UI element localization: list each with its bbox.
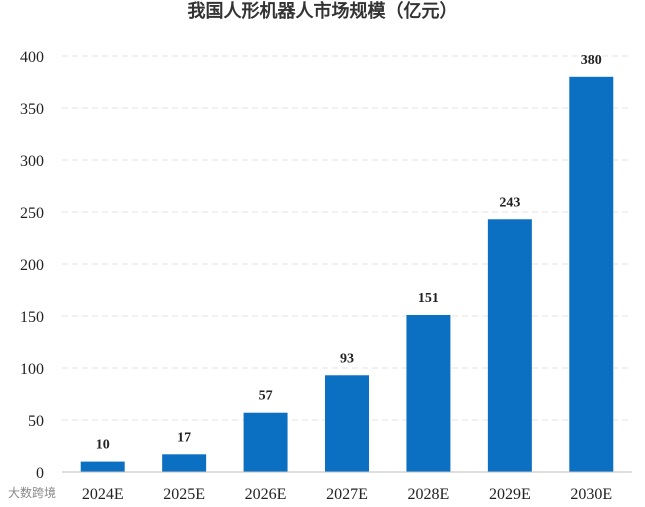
bar bbox=[569, 76, 614, 473]
data-label: 10 bbox=[96, 438, 110, 453]
x-tick-label: 2027E bbox=[326, 486, 368, 503]
data-label: 93 bbox=[340, 351, 354, 366]
data-label: 17 bbox=[177, 430, 191, 445]
data-label: 380 bbox=[581, 53, 602, 68]
x-tick-label: 2025E bbox=[163, 486, 205, 503]
x-tick-label: 2030E bbox=[570, 486, 612, 503]
x-axis-ticks: 2024E 2025E 2026E 2027E 2028E 2029E 2030E bbox=[82, 486, 612, 503]
y-tick-label: 300 bbox=[20, 153, 44, 170]
bar bbox=[325, 375, 369, 472]
data-label: 57 bbox=[259, 389, 273, 404]
y-tick-label: 50 bbox=[28, 413, 44, 430]
y-tick-label: 0 bbox=[36, 465, 44, 482]
y-tick-label: 100 bbox=[20, 361, 44, 378]
x-tick-label: 2026E bbox=[245, 486, 287, 503]
watermark-logo: 大数跨境 bbox=[8, 486, 57, 500]
y-tick-label: 150 bbox=[20, 309, 44, 326]
bar bbox=[162, 454, 207, 472]
bar bbox=[406, 314, 451, 472]
data-labels: 10 17 57 93 151 243 380 bbox=[96, 53, 602, 453]
y-tick-label: 250 bbox=[20, 205, 44, 222]
bar bbox=[80, 461, 125, 472]
x-tick-label: 2028E bbox=[408, 486, 450, 503]
bar bbox=[243, 412, 288, 472]
y-tick-label: 350 bbox=[20, 101, 44, 118]
data-label: 151 bbox=[418, 291, 439, 306]
bars bbox=[80, 76, 614, 473]
y-tick-label: 200 bbox=[20, 257, 44, 274]
x-tick-label: 2029E bbox=[489, 486, 531, 503]
x-tick-label: 2024E bbox=[82, 486, 124, 503]
chart-title: 我国人形机器人市场规模（亿元） bbox=[187, 1, 458, 22]
y-axis-ticks: 0 50 100 150 200 250 300 350 400 bbox=[20, 49, 44, 482]
data-label: 243 bbox=[499, 195, 520, 210]
y-tick-label: 400 bbox=[20, 49, 44, 66]
bar bbox=[487, 219, 532, 472]
